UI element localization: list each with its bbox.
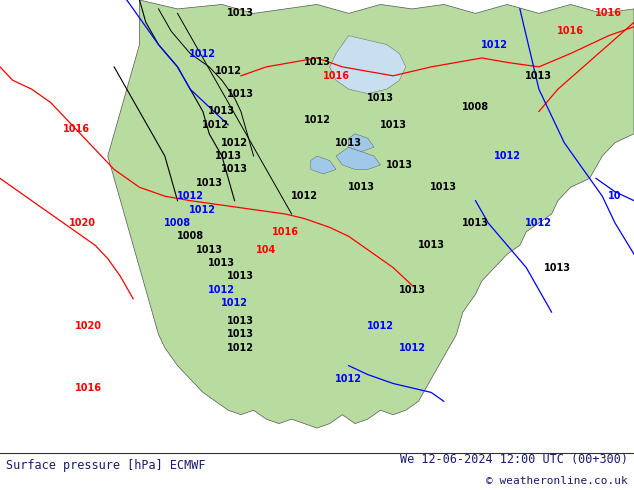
Text: 1013: 1013 bbox=[228, 89, 254, 98]
Text: 1012: 1012 bbox=[228, 343, 254, 353]
Text: 1012: 1012 bbox=[221, 298, 248, 308]
Text: 104: 104 bbox=[256, 245, 276, 255]
Text: 1013: 1013 bbox=[304, 57, 330, 68]
Text: 1013: 1013 bbox=[228, 329, 254, 340]
Text: 1013: 1013 bbox=[430, 182, 457, 192]
Text: 1008: 1008 bbox=[164, 218, 191, 228]
Text: 1013: 1013 bbox=[418, 240, 444, 250]
Text: 1012: 1012 bbox=[190, 204, 216, 215]
Text: 1013: 1013 bbox=[228, 8, 254, 19]
Text: 1013: 1013 bbox=[221, 165, 248, 174]
Polygon shape bbox=[108, 0, 634, 428]
Text: 1012: 1012 bbox=[481, 40, 508, 49]
Text: 1013: 1013 bbox=[228, 271, 254, 281]
Polygon shape bbox=[336, 147, 380, 170]
Text: 1013: 1013 bbox=[335, 138, 362, 147]
Text: 1013: 1013 bbox=[367, 93, 394, 103]
Text: 1016: 1016 bbox=[323, 71, 349, 81]
Text: 1012: 1012 bbox=[190, 49, 216, 58]
Text: 1008: 1008 bbox=[462, 102, 489, 112]
Text: 1012: 1012 bbox=[202, 120, 229, 130]
Text: 1016: 1016 bbox=[557, 26, 584, 36]
Polygon shape bbox=[311, 156, 336, 174]
Text: 1012: 1012 bbox=[215, 66, 242, 76]
Text: 10: 10 bbox=[608, 191, 622, 201]
Text: 1020: 1020 bbox=[75, 320, 102, 331]
Text: 1016: 1016 bbox=[75, 383, 102, 393]
Text: 1013: 1013 bbox=[196, 178, 223, 188]
Text: 1013: 1013 bbox=[196, 245, 223, 255]
Polygon shape bbox=[349, 134, 374, 151]
Text: 1013: 1013 bbox=[215, 151, 242, 161]
Text: Surface pressure [hPa] ECMWF: Surface pressure [hPa] ECMWF bbox=[6, 459, 206, 472]
Text: 1008: 1008 bbox=[177, 231, 204, 242]
Text: 1016: 1016 bbox=[272, 227, 299, 237]
Text: 1016: 1016 bbox=[595, 8, 622, 19]
Text: 1013: 1013 bbox=[462, 218, 489, 228]
Text: 1013: 1013 bbox=[399, 285, 425, 295]
Text: 1013: 1013 bbox=[386, 160, 413, 170]
Text: 1012: 1012 bbox=[177, 191, 204, 201]
Text: 1013: 1013 bbox=[380, 120, 406, 130]
Text: 1020: 1020 bbox=[69, 218, 96, 228]
Text: 1012: 1012 bbox=[291, 191, 318, 201]
Text: 1013: 1013 bbox=[209, 106, 235, 117]
Text: 1013: 1013 bbox=[209, 258, 235, 268]
Text: 1012: 1012 bbox=[526, 218, 552, 228]
Text: We 12-06-2024 12:00 UTC (00+300): We 12-06-2024 12:00 UTC (00+300) bbox=[399, 453, 628, 466]
Polygon shape bbox=[330, 36, 406, 94]
Text: 1012: 1012 bbox=[494, 151, 521, 161]
Text: 1012: 1012 bbox=[304, 115, 330, 125]
Text: 1012: 1012 bbox=[209, 285, 235, 295]
Text: © weatheronline.co.uk: © weatheronline.co.uk bbox=[486, 476, 628, 486]
Text: 1013: 1013 bbox=[348, 182, 375, 192]
Text: 1012: 1012 bbox=[399, 343, 425, 353]
Text: 1012: 1012 bbox=[221, 138, 248, 147]
Text: 1013: 1013 bbox=[545, 263, 571, 272]
Text: 1012: 1012 bbox=[367, 320, 394, 331]
Text: 1016: 1016 bbox=[63, 124, 89, 134]
Text: 1012: 1012 bbox=[335, 374, 362, 384]
Text: 1013: 1013 bbox=[228, 316, 254, 326]
Text: 1013: 1013 bbox=[526, 71, 552, 81]
